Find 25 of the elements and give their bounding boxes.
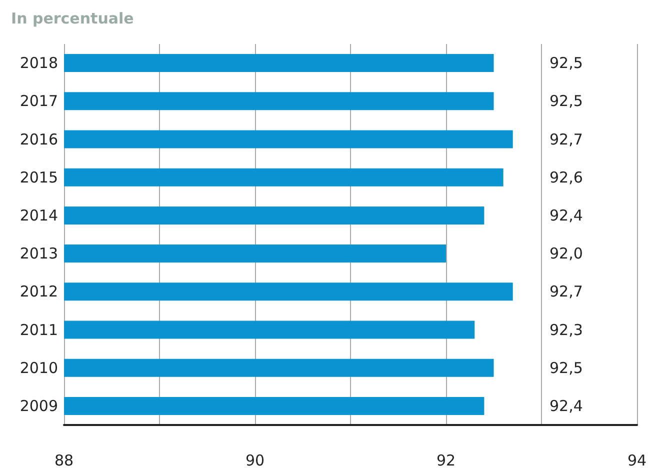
y-tick-label: 2015	[20, 168, 58, 186]
data-label: 92,7	[550, 282, 583, 301]
chart-title: In percentuale	[11, 10, 134, 28]
data-label: 92,7	[550, 130, 583, 148]
y-tick-label: 2016	[20, 130, 58, 148]
data-label: 92,3	[550, 320, 583, 339]
data-label: 92,5	[550, 358, 583, 377]
data-label: 92,0	[550, 244, 583, 263]
x-tick-label: 92	[436, 452, 456, 468]
x-tick-label: 94	[627, 452, 647, 468]
data-label: 92,4	[550, 206, 583, 224]
data-label: 92,4	[550, 396, 583, 415]
y-tick-label: 2012	[20, 282, 58, 301]
data-label: 92,5	[550, 54, 583, 72]
y-tick-label: 2014	[20, 206, 58, 224]
data-label: 92,5	[550, 92, 583, 110]
y-tick-label: 2013	[20, 244, 58, 263]
y-tick-label: 2011	[20, 320, 58, 339]
y-tick-label: 2018	[20, 54, 58, 72]
x-tick-label: 90	[245, 452, 265, 468]
data-label: 92,6	[550, 168, 583, 186]
y-tick-label: 2009	[20, 396, 58, 415]
x-tick-label: 88	[54, 452, 74, 468]
y-tick-label: 2017	[20, 92, 58, 110]
y-tick-label: 2010	[20, 358, 58, 377]
